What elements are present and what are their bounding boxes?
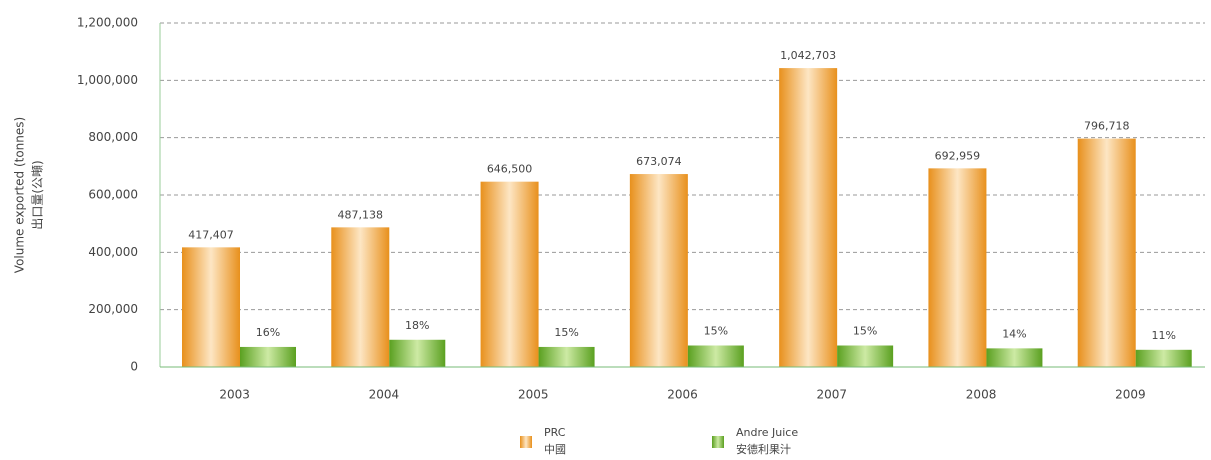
bar <box>986 348 1043 367</box>
bar <box>779 68 838 368</box>
legend-swatch <box>520 436 532 448</box>
data-label: 1,042,703 <box>780 49 836 62</box>
y-tick-label: 200,000 <box>88 302 138 316</box>
data-label: 15% <box>704 325 728 338</box>
bar <box>837 345 894 367</box>
data-label: 673,074 <box>636 155 682 168</box>
data-label: 18% <box>405 319 429 332</box>
legend-label: 安德利果汁 <box>736 442 791 456</box>
y-axis-label: 出口量(公噸) <box>31 160 45 229</box>
y-tick-label: 400,000 <box>88 245 138 259</box>
x-tick-label: 2005 <box>518 388 549 402</box>
data-label: 646,500 <box>487 163 533 176</box>
x-tick-label: 2009 <box>1115 388 1146 402</box>
y-tick-label: 1,000,000 <box>77 73 138 87</box>
bar <box>182 247 240 367</box>
x-tick-label: 2008 <box>966 388 997 402</box>
bar <box>331 227 390 367</box>
bar <box>629 174 688 367</box>
bar <box>480 181 539 367</box>
data-label: 692,959 <box>935 149 981 162</box>
x-tick-label: 2007 <box>817 388 848 402</box>
bar <box>1077 138 1136 367</box>
bar <box>240 346 296 367</box>
y-tick-label: 800,000 <box>88 130 138 144</box>
legend-label: 中國 <box>544 443 566 456</box>
data-label: 796,718 <box>1084 120 1130 133</box>
data-label: 14% <box>1002 327 1026 340</box>
y-tick-label: 1,200,000 <box>77 16 138 30</box>
legend-label: Andre Juice <box>736 426 798 439</box>
x-tick-label: 2006 <box>667 388 698 402</box>
bar <box>1135 349 1192 367</box>
data-label: 15% <box>554 326 578 339</box>
x-tick-label: 2004 <box>369 388 400 402</box>
data-label: 16% <box>256 326 280 339</box>
bar <box>687 345 744 367</box>
data-label: 15% <box>853 325 877 338</box>
bar <box>928 168 987 367</box>
bar <box>538 346 595 367</box>
y-axis-label: Volume exported (tonnes) <box>13 117 27 273</box>
data-label: 487,138 <box>338 208 384 221</box>
y-tick-label: 600,000 <box>88 188 138 202</box>
data-label: 417,407 <box>188 228 234 241</box>
legend-swatch <box>712 436 724 448</box>
legend-label: PRC <box>544 426 566 439</box>
x-tick-label: 2003 <box>219 388 250 402</box>
data-label: 11% <box>1151 329 1175 342</box>
y-tick-label: 0 <box>130 360 138 374</box>
bar <box>389 339 446 367</box>
